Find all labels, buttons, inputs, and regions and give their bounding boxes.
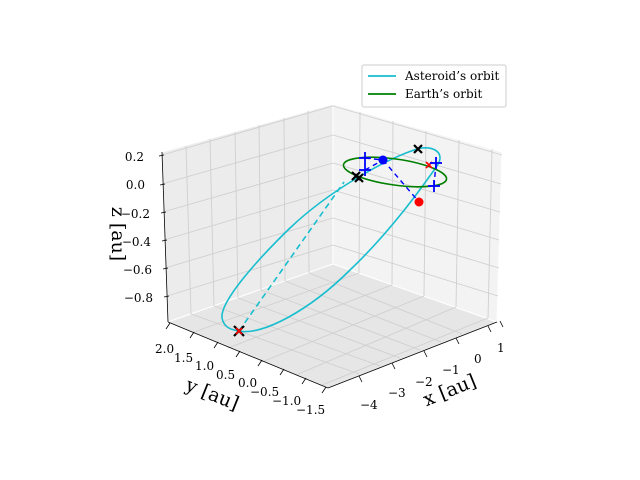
blue-plus-marker [359, 164, 371, 176]
earth-orbit [342, 156, 448, 188]
z-tick-label: −0.4 [122, 235, 152, 249]
x-tick-label: −3 [388, 386, 406, 400]
x-ticks [358, 320, 504, 383]
y-tick-label: 1.5 [174, 351, 193, 365]
z-tick-label: 0.0 [126, 178, 145, 192]
asteroid-orbit-dashed [238, 181, 345, 332]
grid-lines [161, 105, 503, 386]
legend-box [361, 64, 507, 108]
x-tick-label: −4 [360, 398, 378, 412]
z-tick-label: −0.8 [124, 291, 153, 305]
y-tick-label: 0.0 [238, 376, 257, 390]
y-tick-label: −0.5 [250, 385, 279, 399]
legend-label-earth: Earth’s orbit [405, 87, 482, 101]
blue-plus-marker [359, 152, 371, 164]
y-axis-line [167, 321, 329, 389]
y-ticks [165, 322, 327, 394]
y-tick-label: 1.0 [195, 359, 214, 373]
x-tick-label: 1 [497, 341, 505, 355]
z-axis-label: z [au] [107, 207, 129, 261]
y-tick-label: 2.0 [155, 342, 174, 356]
y-tick-label: 0.5 [216, 368, 235, 382]
red-x-marker [235, 327, 243, 335]
x-tick-label: 0 [474, 352, 482, 366]
legend-label-asteroid: Asteroid’s orbit [404, 69, 499, 83]
z-ticks [158, 154, 170, 298]
legend: Asteroid’s orbit Earth’s orbit [361, 64, 507, 108]
blue-plus-markers [359, 152, 442, 192]
blue-plus-marker [430, 157, 442, 169]
z-tick-label: 0.2 [125, 150, 144, 164]
z-tick-label: −0.2 [121, 207, 150, 221]
black-x-marker [354, 173, 364, 183]
x-axis-line [327, 321, 498, 389]
y-tick-label: −1.0 [272, 394, 301, 408]
red-dot-marker [414, 197, 424, 207]
x-tick-label: −2 [415, 375, 433, 389]
black-x-marker [413, 144, 423, 154]
blue-plus-marker [428, 180, 440, 192]
z-axis-line [161, 151, 169, 323]
z-tick-label: −0.6 [123, 263, 152, 277]
y-tick-label: −1.5 [296, 403, 325, 417]
x-tick-label: −1 [442, 363, 460, 377]
blue-dot-marker [378, 155, 388, 165]
asteroid-orbit-solid [221, 147, 441, 333]
